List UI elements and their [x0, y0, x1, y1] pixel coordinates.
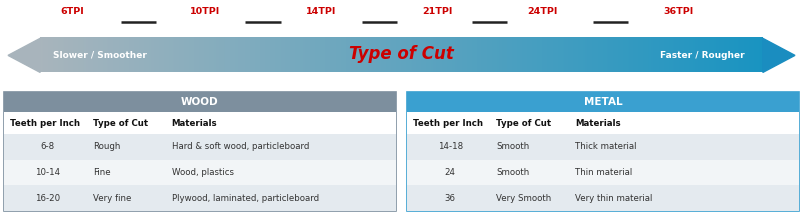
Bar [4, 92, 395, 112]
Text: 6TPI: 6TPI [60, 7, 84, 16]
Text: Faster / Rougher: Faster / Rougher [659, 51, 744, 60]
Text: 16-20: 16-20 [34, 194, 59, 203]
Text: 36TPI: 36TPI [662, 7, 693, 16]
Text: Very Smooth: Very Smooth [496, 194, 551, 203]
Text: 14TPI: 14TPI [306, 7, 336, 16]
Bar [407, 92, 798, 112]
Text: Type of Cut: Type of Cut [496, 118, 551, 128]
Bar [4, 112, 395, 134]
Text: METAL: METAL [583, 97, 622, 107]
Bar [407, 92, 798, 211]
Text: 24: 24 [444, 168, 456, 177]
Bar [4, 160, 395, 185]
Text: Smooth: Smooth [496, 168, 529, 177]
Text: Fine: Fine [93, 168, 111, 177]
Text: 10TPI: 10TPI [189, 7, 220, 16]
Bar [407, 185, 798, 211]
Text: Materials: Materials [574, 118, 620, 128]
Text: Smooth: Smooth [496, 142, 529, 151]
Text: 14-18: 14-18 [437, 142, 462, 151]
Text: 24TPI: 24TPI [526, 7, 557, 16]
Text: Rough: Rough [93, 142, 120, 151]
Text: Hard & soft wood, particleboard: Hard & soft wood, particleboard [172, 142, 309, 151]
Text: Materials: Materials [172, 118, 217, 128]
Text: Thin material: Thin material [574, 168, 631, 177]
Text: Very thin material: Very thin material [574, 194, 651, 203]
Text: Type of Cut: Type of Cut [93, 118, 148, 128]
Text: Thick material: Thick material [574, 142, 635, 151]
Bar [407, 160, 798, 185]
Text: Teeth per Inch: Teeth per Inch [413, 118, 483, 128]
Bar [407, 134, 798, 160]
Text: Plywood, laminated, particleboard: Plywood, laminated, particleboard [172, 194, 318, 203]
Polygon shape [762, 38, 794, 72]
Bar [4, 134, 395, 160]
Bar [407, 112, 798, 134]
Text: Teeth per Inch: Teeth per Inch [10, 118, 80, 128]
Text: 10-14: 10-14 [34, 168, 59, 177]
Text: 6-8: 6-8 [40, 142, 54, 151]
Text: Wood, plastics: Wood, plastics [172, 168, 233, 177]
Text: Type of Cut: Type of Cut [349, 45, 453, 63]
Text: WOOD: WOOD [181, 97, 218, 107]
Text: 21TPI: 21TPI [422, 7, 452, 16]
Text: 36: 36 [444, 194, 456, 203]
Polygon shape [8, 38, 40, 72]
Bar [4, 92, 395, 211]
Bar [4, 185, 395, 211]
Text: Very fine: Very fine [93, 194, 132, 203]
Text: Slower / Smoother: Slower / Smoother [54, 51, 147, 60]
